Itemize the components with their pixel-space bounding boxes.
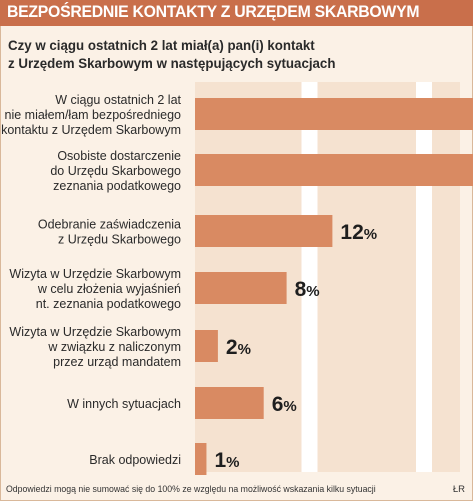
question-line-2: z Urzędem Skarbowym w następujących sytu… [8,55,336,71]
bar-2 [195,154,473,186]
value-label-4: 8% [295,278,320,301]
category-label-line: nt. zeznania podatkowego [36,297,181,311]
chart-title: BEZPOŚREDNIE KONTAKTY Z URZĘDEM SKARBOWY… [7,2,420,21]
category-label-line: w związku z naliczonym [47,340,181,354]
bar-7 [195,443,207,475]
category-label-4: Wizyta w Urzędzie Skarbowym w celu złożen… [9,267,181,311]
category-label-line: Brak odpowiedzi [89,453,181,467]
value-label-7: 1% [214,449,239,472]
gridline-20 [416,82,432,472]
category-label-line: w celu złożenia wyjaśnień [37,282,181,296]
value-number: 12 [340,221,363,244]
category-label-line: z Urzędu Skarbowego [58,233,181,247]
value-number: 8 [295,278,307,301]
gridline-10 [301,82,318,472]
category-label-5: Wizyta w Urzędzie Skarbowym w związku z n… [9,325,181,369]
bar-1 [195,98,473,130]
value-number: 6 [272,393,284,416]
value-unit: % [226,454,239,471]
value-label-3: 12% [340,221,377,244]
value-number: 2 [226,336,238,359]
header-bar: BEZPOŚREDNIE KONTAKTY Z URZĘDEM SKARBOWY… [0,0,473,26]
category-label-line: Odebranie zaświadczenia [38,218,181,232]
bar-6 [195,387,264,419]
bar-3 [195,215,333,247]
value-label-6: 6% [272,393,297,416]
value-unit: % [306,283,319,300]
category-label-1: W ciągu ostatnich 2 lat nie miałem/łam be… [1,93,181,137]
category-label-line: zeznania podatkowego [53,179,181,193]
category-label-line: Osobiste dostarczenie [57,149,181,163]
value-number: 1 [214,449,226,472]
value-label-5: 2% [226,336,251,359]
question-text: Czy w ciągu ostatnich 2 lat miał(a) pan(… [8,36,426,72]
category-label-line: nie miałem/łam bezpośredniego [5,108,182,122]
category-label-2: Osobiste dostarczenie do Urzędu Skarboweg… [50,149,181,193]
bar-4 [195,272,287,304]
category-label-3: Odebranie zaświadczenia z Urzędu Skarbowe… [38,218,181,247]
value-unit: % [238,341,251,358]
category-label-line: przez urząd mandatem [53,355,181,369]
category-label-7: Brak odpowiedzi [89,453,181,467]
question-line-1: Czy w ciągu ostatnich 2 lat miał(a) pan(… [8,37,315,53]
credit: ŁR [452,484,465,495]
category-label-6: W innych sytuacjach [67,397,181,411]
footnote: Odpowiedzi mogą nie sumować się do 100% … [6,484,376,495]
category-label-line: kontaktu z Urzędem Skarbowym [1,123,181,137]
category-label-line: W ciągu ostatnich 2 lat [55,93,181,107]
value-unit: % [364,226,377,243]
category-label-line: Wizyta w Urzędzie Skarbowym [9,325,181,339]
value-unit: % [283,398,296,415]
bar-5 [195,330,218,362]
category-label-line: do Urzędu Skarbowego [50,164,181,178]
category-label-line: W innych sytuacjach [67,397,181,411]
category-label-line: Wizyta w Urzędzie Skarbowym [9,267,181,281]
